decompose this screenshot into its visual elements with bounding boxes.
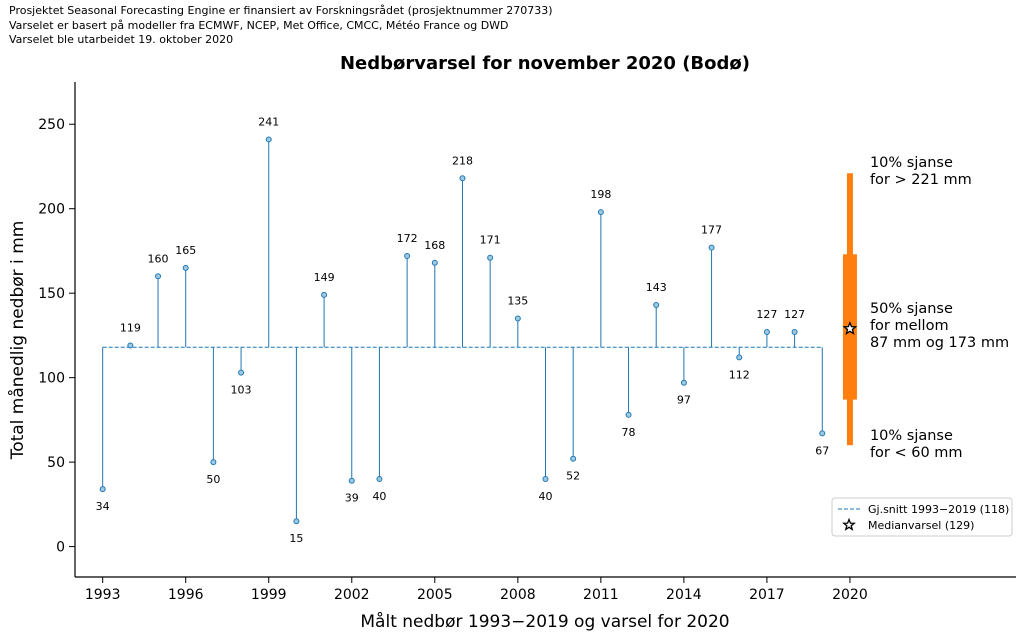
y-tick-label: 100 (38, 371, 65, 387)
value-label: 112 (729, 368, 750, 381)
value-label: 149 (314, 271, 335, 284)
annotation-middle-line: 87 mm og 173 mm (870, 335, 1009, 351)
stem-marker (791, 329, 798, 336)
x-tick-label: 2017 (749, 587, 785, 603)
y-tick-label: 200 (38, 202, 65, 218)
annotation-middle-line: 50% sjanse (870, 301, 953, 317)
x-tick-label: 2014 (666, 587, 702, 603)
stem-marker (265, 136, 272, 143)
header-info: Prosjektet Seasonal Forecasting Engine e… (9, 4, 553, 48)
stem-marker (404, 253, 411, 260)
annotation-lower-line: 10% sjanse (870, 428, 953, 444)
value-label: 52 (566, 470, 580, 483)
value-label: 40 (539, 490, 553, 503)
legend-box (831, 497, 1013, 537)
stem-marker (570, 455, 577, 462)
stem-marker (321, 291, 328, 298)
stem-marker (210, 459, 217, 466)
value-label: 34 (96, 500, 110, 513)
value-label: 40 (372, 490, 386, 503)
value-label: 172 (397, 232, 418, 245)
median-star-icon (842, 320, 858, 335)
y-tick-label: 50 (47, 455, 65, 471)
forecast (842, 173, 858, 446)
value-label: 168 (424, 239, 445, 252)
value-label: 119 (120, 322, 141, 335)
stem-marker (99, 486, 106, 493)
stem-marker (653, 302, 660, 309)
annotation-upper-line: 10% sjanse (870, 155, 953, 171)
value-label: 218 (452, 154, 473, 167)
stem-marker (376, 476, 383, 483)
stem-marker (819, 430, 826, 437)
stem-marker (680, 379, 687, 386)
value-label: 165 (175, 244, 196, 257)
x-tick-label: 1993 (85, 587, 121, 603)
value-label: 198 (590, 188, 611, 201)
value-label: 135 (507, 295, 528, 308)
legend-median-star-icon (842, 517, 856, 531)
value-label: 160 (148, 252, 169, 265)
annotation-lower: 10% sjanse for < 60 mm (870, 428, 963, 461)
value-label: 15 (289, 532, 303, 545)
y-tick-label: 150 (38, 286, 65, 302)
value-label: 78 (622, 426, 636, 439)
stems: 34 119 160 165 50 103 241 15 149 39 40 172 168 218 171… (96, 115, 830, 545)
stem-marker (514, 315, 521, 322)
stem-marker (708, 244, 715, 251)
x-axis-label: Målt nedbør 1993−2019 og varsel for 2020 (360, 611, 729, 632)
y-tick-label: 250 (38, 117, 65, 133)
header-line-date: Varselet ble utarbeidet 19. oktober 2020 (9, 33, 234, 46)
value-label: 143 (646, 281, 667, 294)
annotation-lower-line: for < 60 mm (870, 445, 963, 461)
axes: 0 50 100 150 200 250 1993 1996 1999 2002 2005 2008 2… (38, 82, 1016, 603)
annotation-upper-line: for > 221 mm (870, 172, 972, 188)
chart-title: Nedbørvarsel for november 2020 (Bodø) (340, 53, 750, 74)
stem-marker (625, 411, 632, 418)
y-tick-label: 0 (56, 540, 65, 556)
x-tick-label: 2020 (832, 587, 868, 603)
value-label: 103 (231, 384, 252, 397)
legend: Gj.snitt 1993−2019 (118) Medianvarsel (1… (831, 497, 1013, 537)
stem-marker (459, 175, 466, 182)
stem-marker (597, 209, 604, 216)
value-label: 39 (345, 492, 359, 505)
stem-marker (542, 476, 549, 483)
annotation-middle-line: for mellom (870, 318, 949, 334)
annotation-middle: 50% sjanse for mellom 87 mm og 173 mm (870, 301, 1009, 351)
value-label: 50 (206, 473, 220, 486)
x-tick-label: 1996 (168, 587, 204, 603)
stem-marker (127, 342, 134, 349)
header-line-models: Varselet er basert på modeller fra ECMWF… (9, 18, 509, 32)
legend-median-label: Medianvarsel (129) (868, 519, 974, 532)
stem-marker (763, 329, 770, 336)
stem-marker (431, 259, 438, 266)
x-tick-label: 2005 (417, 587, 453, 603)
stem-marker (348, 477, 355, 484)
header-line-funding: Prosjektet Seasonal Forecasting Engine e… (9, 4, 553, 17)
value-label: 127 (784, 308, 805, 321)
stem-marker (487, 254, 494, 261)
value-label: 67 (815, 444, 829, 457)
x-tick-label: 2011 (583, 587, 619, 603)
legend-baseline-label: Gj.snitt 1993−2019 (118) (868, 503, 1009, 516)
value-label: 177 (701, 224, 722, 237)
stem-marker (155, 273, 162, 280)
x-tick-label: 1999 (251, 587, 287, 603)
value-label: 171 (480, 234, 501, 247)
y-axis-label: Total månedlig nedbør i mm (7, 221, 28, 461)
value-label: 127 (756, 308, 777, 321)
stem-marker (736, 354, 743, 361)
x-tick-label: 2008 (500, 587, 536, 603)
annotation-upper: 10% sjanse for > 221 mm (870, 155, 972, 188)
stem-marker (238, 369, 245, 376)
stem-marker (293, 518, 300, 525)
value-label: 241 (258, 115, 279, 128)
stem-marker (182, 264, 189, 271)
value-label: 97 (677, 394, 691, 407)
x-tick-label: 2002 (334, 587, 370, 603)
